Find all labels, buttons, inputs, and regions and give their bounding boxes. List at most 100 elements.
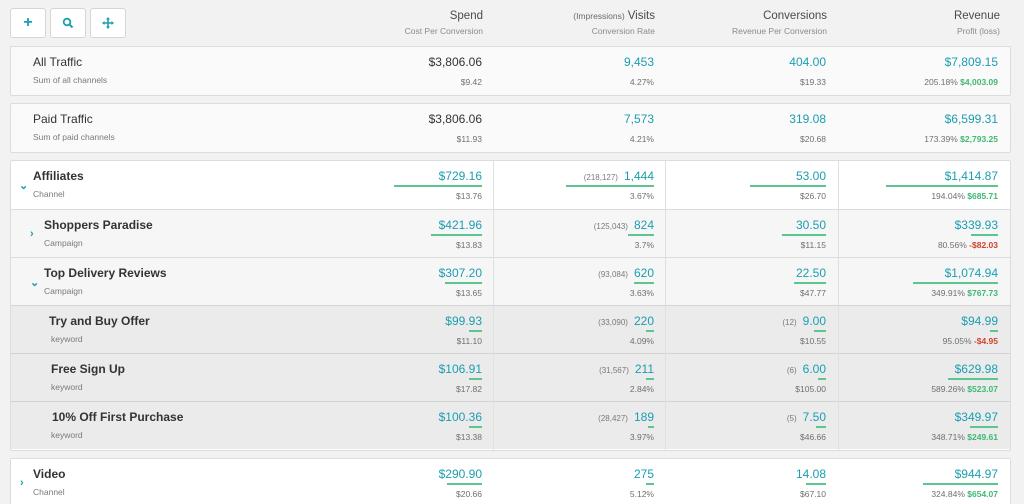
video-card: › Video Channel $290.90 $20.66 275 5.12%…: [10, 458, 1011, 504]
row-name: Shoppers Paradise: [44, 218, 153, 232]
spend-value: $290.90: [438, 467, 482, 481]
table-row[interactable]: 10% Off First Purchase keyword $100.36 $…: [11, 401, 1010, 449]
profit-text: 194.04% $685.71: [931, 191, 998, 201]
table-row[interactable]: ⌄ Top Delivery Reviews Campaign $307.20 …: [11, 257, 1010, 305]
visits-bar: [646, 483, 654, 485]
spend-value: $307.20: [438, 266, 482, 280]
profit-text: 589.26% $523.07: [931, 384, 998, 394]
revenue-value: $1,414.87: [944, 169, 998, 183]
toolbar: +: [10, 8, 126, 38]
column-subtitle: Profit (loss): [957, 26, 1000, 36]
spend-value: $106.91: [438, 362, 482, 376]
table-row[interactable]: All Traffic Sum of all channels $3,806.0…: [11, 47, 1010, 95]
move-button[interactable]: [90, 8, 126, 38]
column-visits[interactable]: (Impressions) Visits Conversion Rate: [573, 10, 655, 36]
chevron-right-icon[interactable]: ›: [20, 477, 24, 489]
roi-value: 324.84%: [931, 489, 965, 499]
spend-cell: $307.20 $13.65: [341, 258, 482, 306]
conversions-bar: [816, 426, 826, 428]
search-icon: [62, 17, 74, 29]
revenue-cell: $629.98 589.26% $523.07: [841, 354, 998, 402]
revenue-cell: $349.97 348.71% $249.61: [841, 402, 998, 450]
column-title: Visits: [627, 10, 655, 22]
column-revenue[interactable]: Revenue Profit (loss): [954, 10, 1000, 36]
table-row[interactable]: Free Sign Up keyword $106.91 $17.82 (31,…: [11, 353, 1010, 401]
profit-text: 173.39% $2,793.25: [924, 134, 998, 144]
profit-text: 205.18% $4,003.09: [924, 77, 998, 87]
visits-value: 275: [633, 467, 654, 481]
rpc-value: $20.68: [800, 134, 826, 144]
column-conversions[interactable]: Conversions Revenue Per Conversion: [732, 10, 827, 36]
column-divider: [665, 160, 666, 451]
chevron-down-icon[interactable]: ⌄: [30, 277, 40, 289]
rpc-value: $11.15: [800, 240, 826, 250]
row-sub: Channel: [33, 189, 65, 199]
roi-value: 589.26%: [931, 384, 965, 394]
spend-bar: [469, 330, 482, 332]
rate-value: 3.7%: [634, 240, 654, 250]
rate-value: 3.97%: [629, 432, 654, 442]
conversions-bar: [794, 282, 826, 284]
spend-cell: $3,806.06 $11.93: [341, 104, 482, 152]
spend-value: $729.16: [438, 169, 482, 183]
column-header: Spend Cost Per Conversion (Impressions) V…: [0, 10, 1024, 44]
revenue-cell: $6,599.31 173.39% $2,793.25: [841, 104, 998, 152]
chevron-down-icon[interactable]: ⌄: [19, 180, 29, 192]
roi-value: 348.71%: [931, 432, 965, 442]
conversions-value: 14.08: [795, 467, 826, 481]
impressions-value: (125,043): [593, 222, 628, 231]
visits-value: 189: [633, 410, 654, 424]
chevron-right-icon[interactable]: ›: [30, 228, 34, 240]
conversions-value: 53.00: [795, 169, 826, 183]
profit-text: 324.84% $654.07: [931, 489, 998, 499]
visits-value: 620: [633, 266, 654, 280]
revenue-value: $6,599.31: [944, 112, 998, 126]
rate-value: 4.27%: [629, 77, 654, 87]
conversions-cell: (12) 9.00 $10.55: [671, 306, 826, 354]
conversions-bar: [750, 185, 826, 187]
visits-cell: (218,127) 1,444 3.67%: [501, 161, 654, 209]
spend-bar: [447, 483, 482, 485]
conversions-cell: 22.50 $47.77: [671, 258, 826, 306]
visits-bar: [646, 378, 654, 380]
table-row[interactable]: › Shoppers Paradise Campaign $421.96 $13…: [11, 209, 1010, 257]
cpc-value: $20.66: [456, 489, 482, 499]
cpc-value: $11.93: [456, 134, 482, 144]
row-sub: Campaign: [44, 238, 83, 248]
column-spend[interactable]: Spend Cost Per Conversion: [405, 10, 483, 36]
conversions-cell: 14.08 $67.10: [671, 459, 826, 504]
row-name: All Traffic: [33, 55, 83, 69]
visits-value: 7,573: [623, 112, 654, 126]
rate-value: 4.09%: [629, 336, 654, 346]
table-row[interactable]: ⌄ Affiliates Channel $729.16 $13.76 (218…: [11, 161, 1010, 209]
profit-value: $2,793.25: [960, 134, 998, 144]
conversions-bar: [806, 483, 826, 485]
revenue-value: $629.98: [954, 362, 998, 376]
search-button[interactable]: [50, 8, 86, 38]
spend-cell: $99.93 $11.10: [341, 306, 482, 354]
visits-bar: [566, 185, 654, 187]
spend-value: $421.96: [438, 218, 482, 232]
revenue-bar: [923, 483, 998, 485]
table-row[interactable]: › Video Channel $290.90 $20.66 275 5.12%…: [11, 459, 1010, 504]
table-row[interactable]: Paid Traffic Sum of paid channels $3,806…: [11, 104, 1010, 152]
visits-cell: (93,084) 620 3.63%: [501, 258, 654, 306]
cpc-value: $13.65: [456, 288, 482, 298]
spend-bar: [469, 378, 482, 380]
profit-value: -$4.95: [973, 336, 998, 346]
spend-value: $99.93: [445, 314, 482, 328]
table-row[interactable]: Try and Buy Offer keyword $99.93 $11.10 …: [11, 305, 1010, 353]
spend-bar: [431, 234, 482, 236]
column-pre: (Impressions): [573, 11, 625, 21]
row-name: Affiliates: [33, 169, 84, 183]
spend-bar: [469, 426, 482, 428]
conversions-pre: (6): [786, 366, 797, 375]
impressions-value: (33,090): [598, 318, 628, 327]
visits-bar: [628, 234, 654, 236]
add-button[interactable]: +: [10, 8, 46, 38]
visits-value: 1,444: [623, 169, 654, 183]
revenue-cell: $1,414.87 194.04% $685.71: [841, 161, 998, 209]
spend-bar: [445, 282, 482, 284]
revenue-cell: $7,809.15 205.18% $4,003.09: [841, 47, 998, 95]
rate-value: 2.84%: [629, 384, 654, 394]
